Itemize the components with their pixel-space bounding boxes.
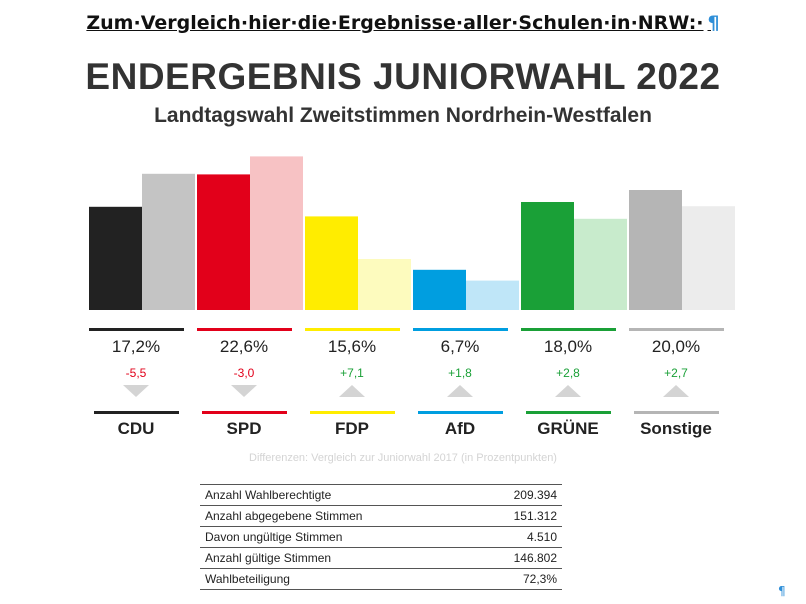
chart-title: ENDERGEBNIS JUNIORWAHL 2022: [85, 56, 721, 97]
bar-sonstige-series-2: [682, 206, 735, 310]
rule-sonstige: [629, 328, 724, 331]
intro-note-text: Zum·Vergleich·hier·die·Ergebnisse·aller·…: [86, 12, 704, 34]
bar-spd-series-1: [197, 174, 250, 310]
stats-value: 151.312: [474, 505, 562, 527]
stats-row: Anzahl abgegebene Stimmen 151.312: [200, 505, 562, 527]
category-label-afd: AfD: [445, 419, 475, 438]
bar-sonstige-series-1: [629, 190, 682, 310]
arrow-up-gruene: [555, 385, 581, 397]
category-label-spd: SPD: [227, 419, 262, 438]
party-rule-fdp: [310, 411, 395, 414]
bar-gruene-series-2: [574, 218, 627, 310]
stats-row: Davon ungültige Stimmen 4.510: [200, 526, 562, 548]
bar-chart: 17,2% -5,5 CDU 22,6% -3,0 SPD 15,6% +7,1 FDP 6,7%…: [89, 156, 735, 438]
value-label-spd: 22,6%: [220, 337, 268, 356]
stats-value: 72,3%: [474, 568, 562, 590]
stats-row: Anzahl gültige Stimmen 146.802: [200, 547, 562, 569]
diff-label-gruene: +2,8: [556, 366, 580, 380]
arrow-up-fdp: [339, 385, 365, 397]
bar-gruene-series-1: [521, 202, 574, 310]
stats-value: 209.394: [474, 484, 562, 506]
arrow-down-cdu: [123, 385, 149, 397]
category-label-sonstige: Sonstige: [640, 419, 712, 438]
stats-value: 146.802: [474, 547, 562, 569]
value-label-sonstige: 20,0%: [652, 337, 700, 356]
intro-note: Zum·Vergleich·hier·die·Ergebnisse·aller·…: [0, 12, 806, 34]
party-rule-gruene: [526, 411, 611, 414]
diff-label-spd: -3,0: [234, 366, 255, 380]
diff-label-fdp: +7,1: [340, 366, 364, 380]
party-rule-cdu: [94, 411, 179, 414]
bar-cdu-series-2: [142, 173, 195, 310]
arrow-up-afd: [447, 385, 473, 397]
bar-fdp-series-1: [305, 216, 358, 310]
category-label-fdp: FDP: [335, 419, 369, 438]
bar-cdu-series-1: [89, 206, 142, 310]
diff-label-sonstige: +2,7: [664, 366, 688, 380]
bar-afd-series-1: [413, 269, 466, 310]
diff-label-afd: +1,8: [448, 366, 472, 380]
stats-label: Anzahl Wahlberechtigte: [200, 484, 475, 506]
value-label-afd: 6,7%: [441, 337, 480, 356]
rule-afd: [413, 328, 508, 331]
diff-label-cdu: -5,5: [126, 366, 147, 380]
stats-label: Wahlbeteiligung: [200, 568, 475, 590]
stats-table: Anzahl Wahlberechtigte 209.394 Anzahl abge…: [200, 484, 562, 590]
value-label-cdu: 17,2%: [112, 337, 160, 356]
value-label-gruene: 18,0%: [544, 337, 592, 356]
party-rule-spd: [202, 411, 287, 414]
arrow-up-sonstige: [663, 385, 689, 397]
bar-spd-series-2: [250, 156, 303, 310]
rule-cdu: [89, 328, 184, 331]
arrow-down-spd: [231, 385, 257, 397]
party-rule-sonstige: [634, 411, 719, 414]
party-rule-afd: [418, 411, 503, 414]
stats-label: Anzahl gültige Stimmen: [200, 547, 475, 569]
rule-fdp: [305, 328, 400, 331]
chart-footnote: Differenzen: Vergleich zur Juniorwahl 20…: [249, 452, 557, 464]
stats-value: 4.510: [474, 526, 562, 548]
stats-label: Davon ungültige Stimmen: [200, 526, 475, 548]
bar-fdp-series-2: [358, 259, 411, 310]
category-label-cdu: CDU: [118, 419, 155, 438]
stats-row: Anzahl Wahlberechtigte 209.394: [200, 484, 562, 506]
end-mark: ¶: [778, 584, 786, 598]
category-label-gruene: GRÜNE: [537, 419, 598, 438]
value-label-fdp: 15,6%: [328, 337, 376, 356]
rule-spd: [197, 328, 292, 331]
pilcrow-mark: ¶: [707, 12, 720, 34]
chart-subtitle: Landtagswahl Zweitstimmen Nordrhein-West…: [154, 104, 652, 127]
stats-row: Wahlbeteiligung 72,3%: [200, 568, 562, 590]
stats-label: Anzahl abgegebene Stimmen: [200, 505, 475, 527]
rule-gruene: [521, 328, 616, 331]
bar-afd-series-2: [466, 280, 519, 310]
